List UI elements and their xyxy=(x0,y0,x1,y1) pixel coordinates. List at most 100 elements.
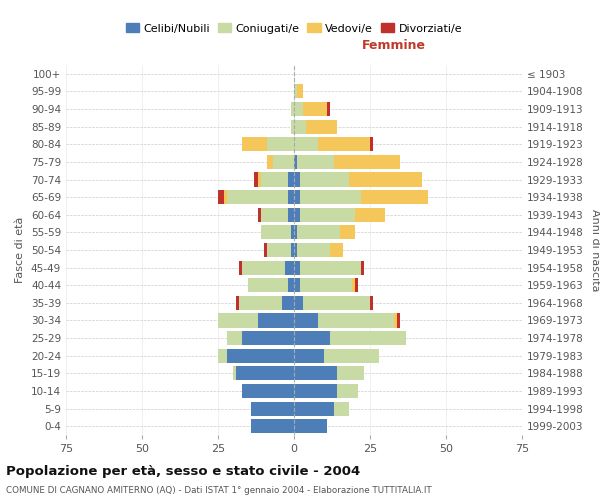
Bar xyxy=(294,137,319,152)
Bar xyxy=(361,260,364,274)
Bar xyxy=(294,366,337,380)
Bar xyxy=(331,243,343,257)
Bar xyxy=(260,172,288,186)
Bar xyxy=(297,155,334,169)
Bar xyxy=(242,137,266,152)
Bar xyxy=(340,226,355,239)
Bar xyxy=(337,366,364,380)
Bar xyxy=(242,384,294,398)
Bar xyxy=(239,296,282,310)
Bar xyxy=(294,243,297,257)
Bar xyxy=(266,137,294,152)
Bar xyxy=(337,384,358,398)
Bar xyxy=(355,208,385,222)
Bar xyxy=(352,278,355,292)
Bar xyxy=(233,366,236,380)
Bar xyxy=(242,260,285,274)
Bar xyxy=(334,155,400,169)
Bar xyxy=(306,120,337,134)
Bar xyxy=(227,331,242,345)
Bar xyxy=(294,172,300,186)
Bar xyxy=(257,314,294,328)
Bar xyxy=(294,155,297,169)
Bar xyxy=(288,190,294,204)
Bar xyxy=(291,243,294,257)
Bar xyxy=(248,278,288,292)
Bar xyxy=(294,384,337,398)
Bar xyxy=(263,243,266,257)
Bar xyxy=(291,102,294,116)
Bar xyxy=(291,226,294,239)
Bar xyxy=(319,137,370,152)
Bar xyxy=(294,208,300,222)
Bar xyxy=(242,331,294,345)
Bar xyxy=(361,190,428,204)
Bar xyxy=(294,331,331,345)
Bar xyxy=(266,155,273,169)
Bar xyxy=(303,296,370,310)
Y-axis label: Anni di nascita: Anni di nascita xyxy=(590,209,600,291)
Bar xyxy=(294,260,300,274)
Bar xyxy=(257,172,260,186)
Bar xyxy=(300,172,349,186)
Bar xyxy=(254,172,257,186)
Bar xyxy=(294,190,300,204)
Y-axis label: Fasce di età: Fasce di età xyxy=(16,217,25,283)
Bar xyxy=(218,314,257,328)
Bar xyxy=(294,102,303,116)
Bar xyxy=(288,208,294,222)
Bar xyxy=(294,314,319,328)
Text: Popolazione per età, sesso e stato civile - 2004: Popolazione per età, sesso e stato civil… xyxy=(6,464,360,477)
Bar xyxy=(294,278,300,292)
Bar xyxy=(282,296,294,310)
Bar xyxy=(300,260,361,274)
Bar xyxy=(239,260,242,274)
Bar xyxy=(251,419,294,433)
Text: Femmine: Femmine xyxy=(362,39,427,52)
Bar xyxy=(300,208,355,222)
Bar xyxy=(218,190,224,204)
Bar xyxy=(251,402,294,415)
Bar xyxy=(297,243,331,257)
Text: COMUNE DI CAGNANO AMITERNO (AQ) - Dati ISTAT 1° gennaio 2004 - Elaborazione TUTT: COMUNE DI CAGNANO AMITERNO (AQ) - Dati I… xyxy=(6,486,432,495)
Bar xyxy=(325,348,379,363)
Bar xyxy=(349,172,422,186)
Bar xyxy=(331,331,406,345)
Bar xyxy=(260,208,288,222)
Bar xyxy=(294,296,303,310)
Bar xyxy=(394,314,397,328)
Bar xyxy=(294,402,334,415)
Bar xyxy=(294,348,325,363)
Bar xyxy=(288,172,294,186)
Bar xyxy=(218,348,227,363)
Bar xyxy=(266,243,291,257)
Bar xyxy=(319,314,394,328)
Bar xyxy=(294,120,306,134)
Bar xyxy=(328,102,331,116)
Bar xyxy=(297,226,340,239)
Bar xyxy=(224,190,227,204)
Bar xyxy=(227,190,288,204)
Bar xyxy=(294,84,297,98)
Bar xyxy=(397,314,400,328)
Bar xyxy=(303,102,328,116)
Bar xyxy=(236,366,294,380)
Bar xyxy=(294,226,297,239)
Bar xyxy=(300,278,352,292)
Bar xyxy=(334,402,349,415)
Legend: Celibi/Nubili, Coniugati/e, Vedovi/e, Divorziati/e: Celibi/Nubili, Coniugati/e, Vedovi/e, Di… xyxy=(121,19,467,38)
Bar xyxy=(297,84,303,98)
Bar xyxy=(260,226,291,239)
Bar xyxy=(285,260,294,274)
Bar xyxy=(236,296,239,310)
Bar xyxy=(273,155,294,169)
Bar xyxy=(257,208,260,222)
Bar xyxy=(300,190,361,204)
Bar xyxy=(294,419,328,433)
Bar xyxy=(288,278,294,292)
Bar xyxy=(291,120,294,134)
Bar xyxy=(355,278,358,292)
Bar xyxy=(370,296,373,310)
Bar xyxy=(370,137,373,152)
Bar xyxy=(227,348,294,363)
